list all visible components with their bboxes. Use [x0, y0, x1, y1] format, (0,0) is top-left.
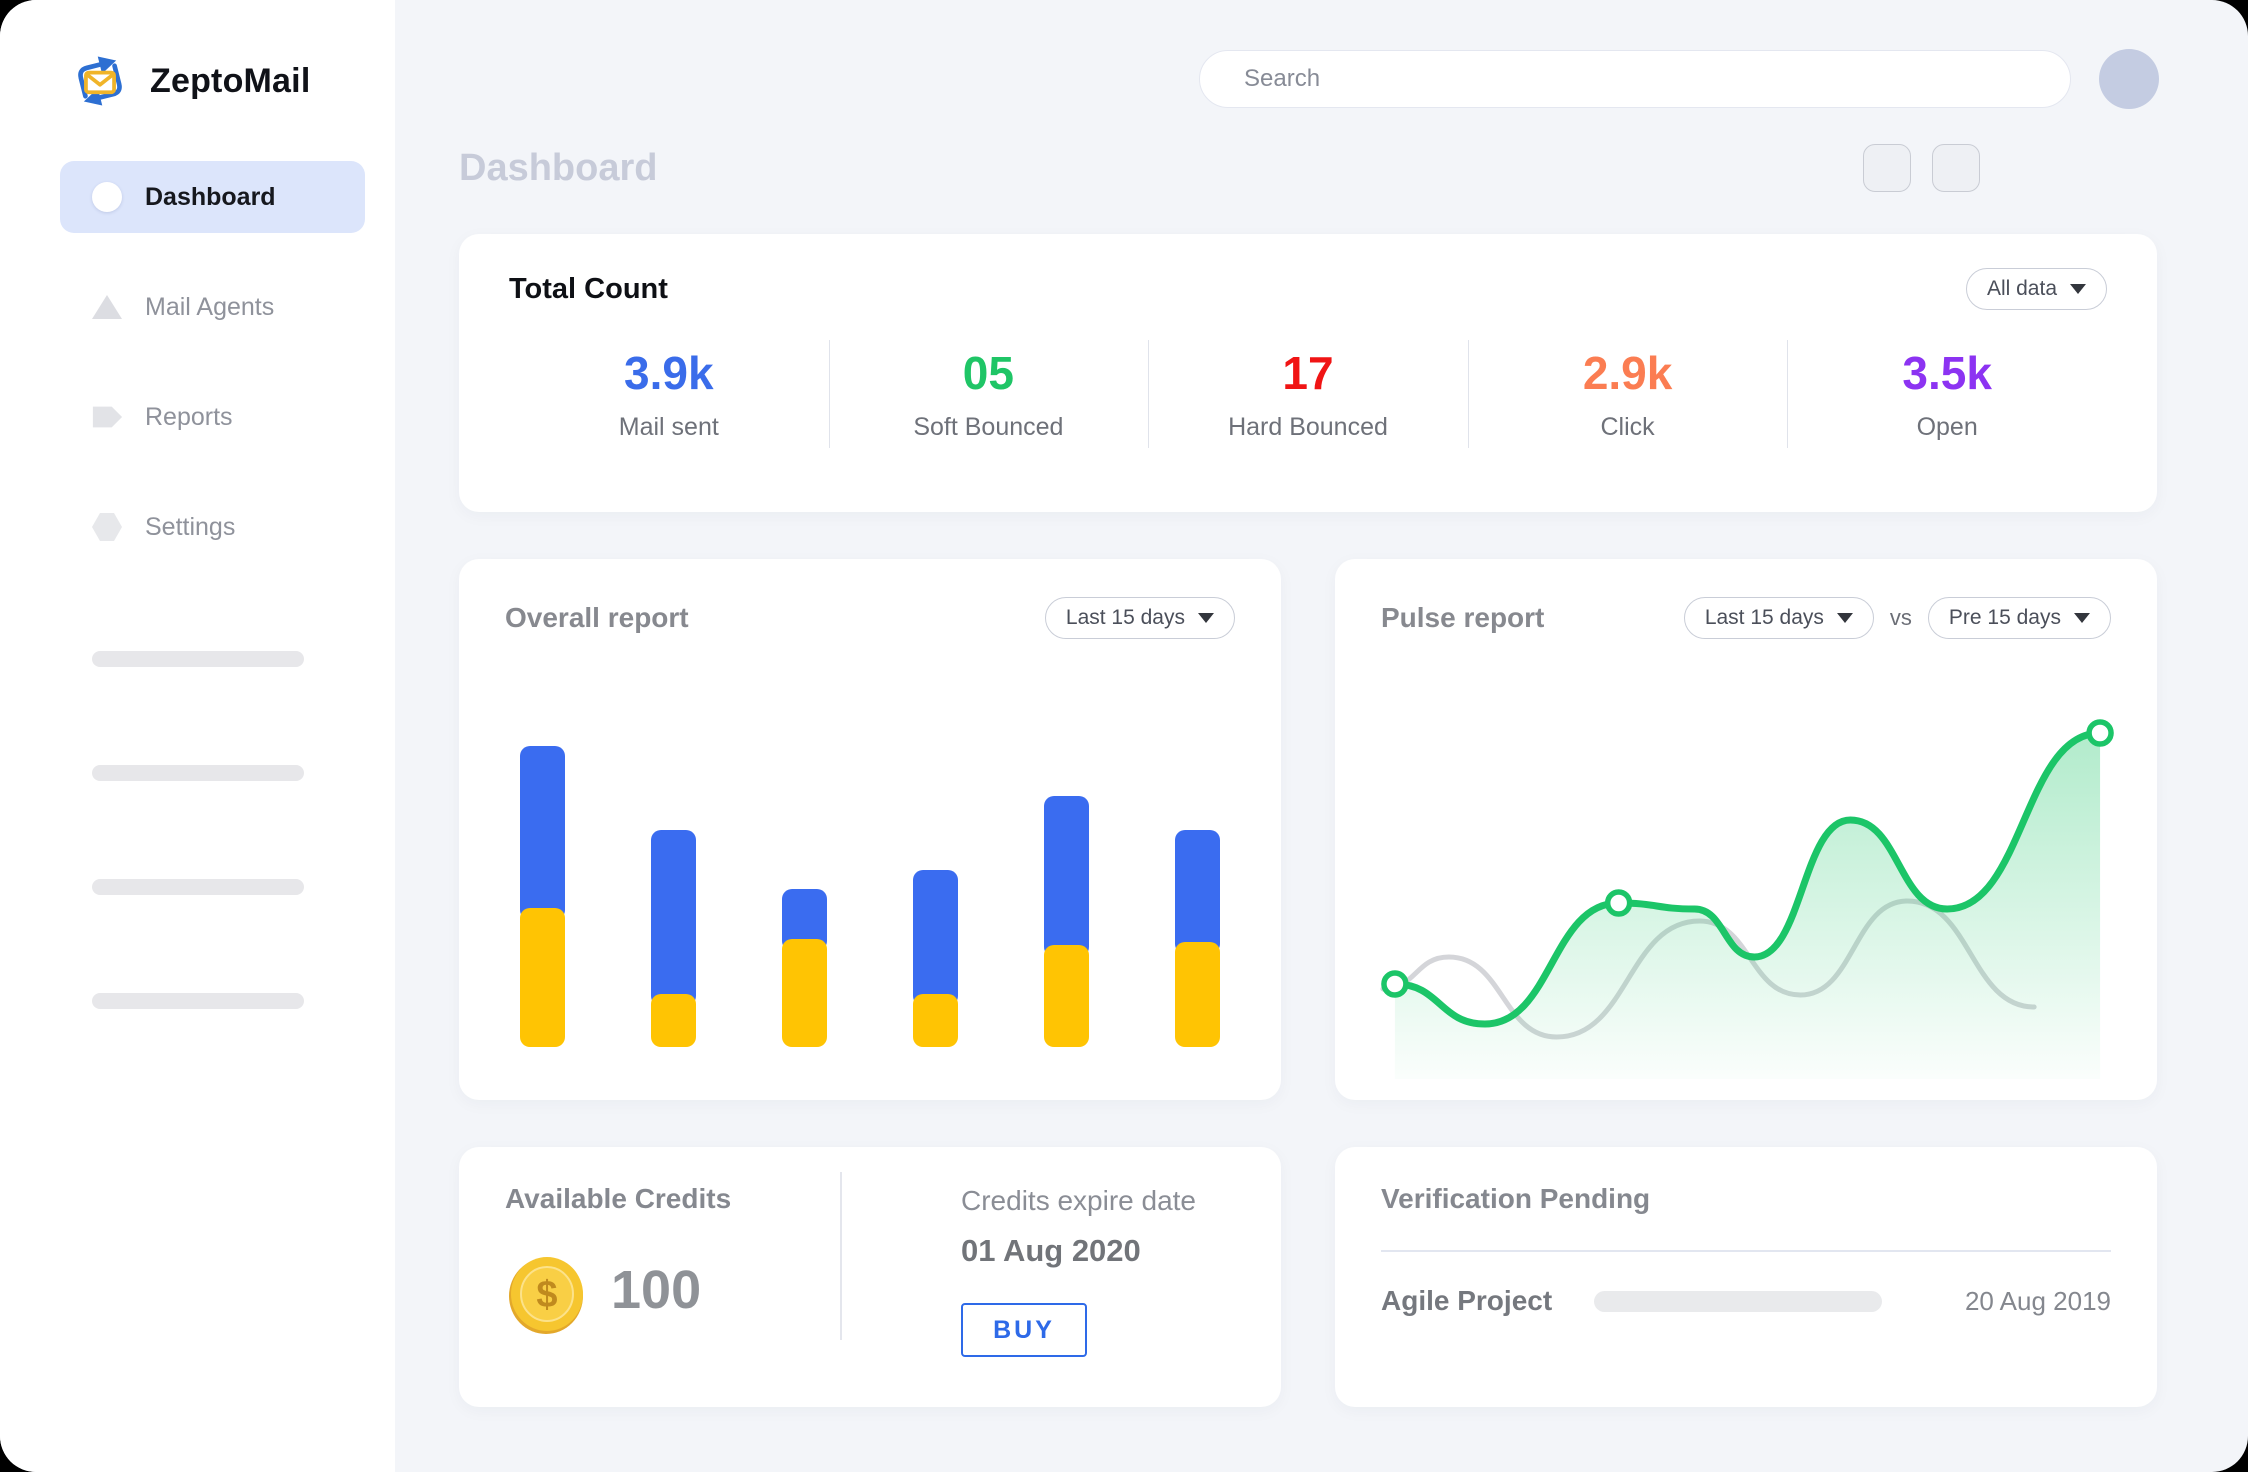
stat-value: 17 — [1282, 347, 1334, 399]
all-data-dropdown[interactable]: All data — [1965, 268, 2107, 310]
divider — [840, 1172, 842, 1340]
skeleton-bar — [92, 765, 304, 781]
stat-mail-sent: 3.9k Mail sent — [509, 336, 829, 452]
skeleton-bar — [92, 651, 304, 667]
svg-text:$: $ — [536, 1274, 557, 1316]
stat-open: 3.5k Open — [1787, 336, 2107, 452]
circle-icon — [91, 181, 123, 213]
overall-range-label: Last 15 days — [1065, 606, 1185, 629]
verification-pending-card: Verification Pending Agile Project 20 Au… — [1335, 1147, 2157, 1407]
hexagon-icon — [91, 511, 123, 543]
all-data-label: All data — [1986, 277, 2057, 300]
available-credits-card: Available Credits $ 100 Credits expire d… — [459, 1147, 1281, 1407]
stat-value: 2.9k — [1582, 347, 1673, 399]
stat-label: Soft Bounced — [913, 413, 1064, 441]
overall-report-card: Overall report Last 15 days — [459, 559, 1281, 1100]
chevron-down-icon — [1836, 613, 1853, 623]
pulse-line-chart — [1380, 719, 2114, 1079]
stat-hard-bounced: 17 Hard Bounced — [1148, 336, 1468, 452]
search-input[interactable] — [1199, 50, 2071, 108]
sidebar-item-mail-agents[interactable]: Mail Agents — [60, 271, 365, 343]
topbar — [459, 0, 2159, 109]
stacked-bar — [651, 830, 696, 1047]
chevron-down-icon — [2074, 613, 2090, 623]
pulse-range-dropdown-2[interactable]: Pre 15 days — [1927, 597, 2111, 639]
app-name: ZeptoMail — [150, 61, 311, 100]
chevron-down-icon — [2070, 284, 2086, 294]
sidebar-item-dashboard[interactable]: Dashboard — [60, 161, 365, 233]
verification-row: Agile Project 20 Aug 2019 — [1381, 1285, 2111, 1317]
avatar[interactable] — [2099, 49, 2159, 109]
sidebar-nav: Dashboard Mail Agents Reports Settings — [0, 161, 395, 563]
skeleton-bar — [92, 879, 304, 895]
stacked-bar — [913, 870, 958, 1047]
sidebar-item-label: Settings — [145, 512, 236, 541]
stats-row: 3.9k Mail sent 05 Soft Bounced 17 Hard B… — [509, 336, 2107, 452]
pulse-controls: Last 15 days vs Pre 15 days — [1683, 597, 2111, 639]
vs-label: vs — [1889, 605, 1912, 630]
sidebar: ZeptoMail Dashboard Mail Agents Reports — [0, 0, 395, 1472]
overall-range-dropdown[interactable]: Last 15 days — [1044, 597, 1235, 639]
sidebar-skeleton-list — [92, 651, 395, 1009]
chevron-down-icon — [1198, 613, 1214, 623]
stat-click: 2.9k Click — [1467, 336, 1788, 452]
credits-expire-heading: Credits expire date — [961, 1185, 1197, 1216]
stat-value: 3.9k — [624, 347, 714, 399]
stacked-bar — [1044, 795, 1089, 1047]
sidebar-item-label: Mail Agents — [145, 292, 275, 321]
sidebar-item-label: Reports — [145, 402, 233, 431]
total-count-card: Total Count All data 3.9k Mail sent 05 S… — [459, 234, 2157, 512]
credits-expire-date: 01 Aug 2020 — [961, 1233, 1141, 1268]
skeleton-bar — [92, 993, 304, 1009]
credits-title: Available Credits — [505, 1183, 732, 1214]
main-content: Dashboard Total Count All data 3.9k Mail… — [395, 0, 2248, 1472]
page-title: Dashboard — [459, 146, 658, 189]
sidebar-item-label: Dashboard — [145, 182, 276, 211]
stat-label: Open — [1916, 413, 1978, 441]
total-count-title: Total Count — [509, 272, 668, 305]
layout-toggle-button-1[interactable] — [1863, 144, 1911, 192]
buy-button[interactable]: BUY — [961, 1303, 1087, 1357]
stat-label: Click — [1600, 413, 1655, 441]
layout-toggle-button-2[interactable] — [1932, 144, 1980, 192]
zeptomail-logo-icon — [78, 56, 122, 106]
sidebar-item-reports[interactable]: Reports — [60, 381, 365, 453]
stacked-bar — [1175, 830, 1220, 1047]
pulse-report-card: Pulse report Last 15 days vs Pre 15 days — [1335, 559, 2157, 1100]
progress-bar — [1594, 1290, 1883, 1312]
stat-value: 05 — [962, 347, 1014, 399]
tag-icon — [91, 401, 123, 433]
overall-report-title: Overall report — [505, 602, 689, 633]
pulse-range-1-label: Last 15 days — [1704, 606, 1824, 629]
credits-amount: 100 — [611, 1260, 702, 1320]
pulse-range-dropdown-1[interactable]: Last 15 days — [1683, 597, 1874, 639]
sidebar-item-settings[interactable]: Settings — [60, 491, 365, 563]
verification-date: 20 Aug 2019 — [1964, 1285, 2111, 1316]
page-header: Dashboard — [459, 140, 2157, 196]
triangle-icon — [91, 291, 123, 323]
stat-label: Mail sent — [618, 413, 719, 441]
verification-title: Verification Pending — [1381, 1183, 1651, 1214]
stacked-bar-chart — [520, 746, 1220, 1047]
stat-label: Hard Bounced — [1228, 413, 1388, 441]
pulse-range-2-label: Pre 15 days — [1948, 606, 2061, 629]
stacked-bar — [782, 888, 827, 1047]
project-label: Agile Project — [1381, 1285, 1553, 1316]
stat-value: 3.5k — [1902, 347, 1992, 399]
divider — [1381, 1250, 2111, 1252]
dollar-coin-icon: $ — [509, 1257, 583, 1334]
stat-soft-bounced: 05 Soft Bounced — [828, 336, 1149, 452]
app-logo: ZeptoMail — [70, 52, 395, 110]
pulse-report-title: Pulse report — [1381, 602, 1545, 633]
view-toggle-group — [1863, 144, 1980, 192]
stacked-bar — [520, 746, 565, 1047]
